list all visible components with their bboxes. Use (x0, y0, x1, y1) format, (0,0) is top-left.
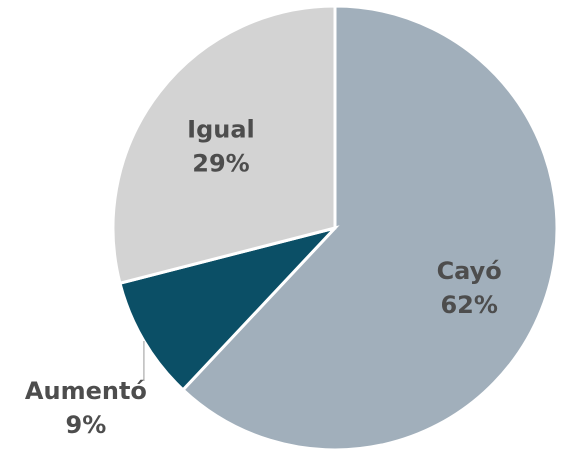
slice-label: Cayó (437, 257, 502, 285)
slice-value-label: 29% (192, 150, 249, 178)
pie-slice (111, 4, 337, 286)
slice-label: Aumentó (25, 377, 147, 405)
slice-label: Igual (187, 116, 255, 144)
pie-slice (180, 4, 559, 452)
slice-value-label: 62% (440, 291, 497, 319)
slice-value-label: 9% (66, 411, 107, 439)
pie-slice (118, 225, 340, 392)
